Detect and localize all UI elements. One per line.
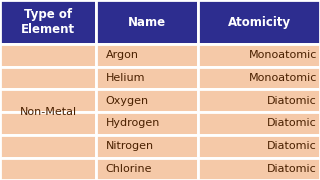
Bar — [96, 0, 198, 44]
Text: Nitrogen: Nitrogen — [106, 141, 154, 151]
Bar — [198, 112, 320, 135]
Bar — [198, 135, 320, 158]
Text: Diatomic: Diatomic — [267, 118, 317, 129]
Bar — [0, 67, 96, 89]
Bar — [198, 44, 320, 67]
Bar — [96, 89, 198, 112]
Bar — [96, 44, 198, 67]
Bar — [198, 0, 320, 44]
Text: Argon: Argon — [106, 50, 139, 60]
Bar — [0, 112, 96, 135]
Bar — [0, 158, 96, 180]
Text: Hydrogen: Hydrogen — [106, 118, 160, 129]
Text: Diatomic: Diatomic — [267, 164, 317, 174]
Text: Chlorine: Chlorine — [106, 164, 152, 174]
Text: Atomicity: Atomicity — [228, 15, 291, 29]
Bar — [198, 67, 320, 89]
Text: Diatomic: Diatomic — [267, 141, 317, 151]
Bar — [96, 135, 198, 158]
Bar — [0, 0, 96, 44]
Bar — [198, 89, 320, 112]
Bar — [0, 44, 96, 67]
Text: Name: Name — [128, 15, 166, 29]
Bar — [0, 135, 96, 158]
Text: Diatomic: Diatomic — [267, 96, 317, 106]
Bar — [96, 112, 198, 135]
Text: Monoatomic: Monoatomic — [248, 73, 317, 83]
Text: Non-Metal: Non-Metal — [20, 107, 76, 117]
Text: Monoatomic: Monoatomic — [248, 50, 317, 60]
Text: Type of
Element: Type of Element — [21, 8, 75, 36]
Bar — [198, 158, 320, 180]
Text: Helium: Helium — [106, 73, 145, 83]
Text: Oxygen: Oxygen — [106, 96, 149, 106]
Bar — [96, 67, 198, 89]
Bar — [96, 158, 198, 180]
Bar — [0, 89, 96, 112]
